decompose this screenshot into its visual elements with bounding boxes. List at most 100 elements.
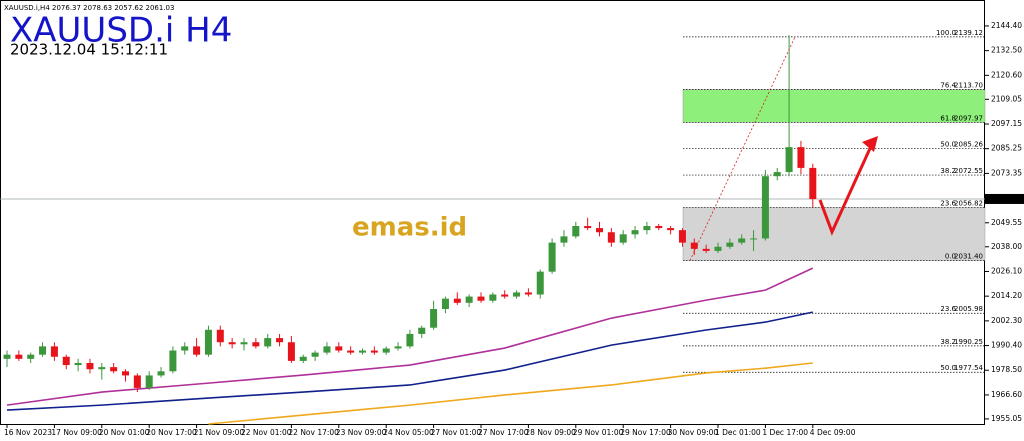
moving-average	[6, 311, 813, 411]
current-price-box	[985, 193, 1024, 204]
y-tick-label: 1978.50	[991, 365, 1022, 374]
x-tick-label: 22 Nov 17:00	[288, 428, 339, 437]
candle-body	[809, 167, 817, 200]
candle-body	[596, 228, 603, 233]
candle-body	[548, 242, 556, 272]
x-tick-label: 28 Nov 09:00	[525, 428, 576, 437]
candle-body	[418, 327, 426, 334]
y-tick-label: 2132.50	[991, 46, 1022, 55]
x-tick-label: 4 Dec 09:00	[810, 428, 856, 437]
candle-body	[619, 234, 627, 243]
candle-body	[714, 246, 722, 251]
y-tick-label: 2014.20	[991, 291, 1022, 300]
fib-ratio: 23.6	[940, 305, 956, 313]
y-tick-label: 2073.35	[991, 168, 1022, 177]
fib-price: 1990.25	[954, 338, 983, 346]
candle-body	[157, 371, 165, 376]
candle-body	[738, 238, 746, 243]
candle-body	[39, 346, 47, 355]
x-tick-label: 23 Nov 09:00	[336, 428, 387, 437]
candle-body	[228, 342, 236, 345]
y-tick-label: 2120.60	[991, 70, 1022, 79]
candle-body	[797, 147, 805, 168]
candle-body	[513, 292, 521, 297]
candle-body	[382, 348, 390, 353]
y-tick-label: 2144.40	[991, 21, 1022, 30]
arrow-head	[862, 136, 878, 152]
candle-body	[276, 338, 284, 343]
candle-body	[145, 375, 153, 388]
fib-price: 1977.54	[954, 364, 983, 372]
candle-body	[524, 292, 532, 295]
candle-body	[370, 350, 378, 353]
candle-body	[572, 226, 580, 237]
candle-body	[98, 367, 106, 370]
fib-ratio: 50.0	[940, 141, 956, 149]
candle-body	[607, 232, 615, 243]
zone	[682, 89, 986, 123]
candle-body	[702, 248, 710, 251]
y-tick-label: 2002.30	[991, 316, 1022, 325]
candle-body	[430, 309, 438, 328]
candle-body	[252, 342, 260, 347]
x-tick-label: 20 Nov 17:00	[146, 428, 197, 437]
candle-body	[761, 176, 769, 239]
fib-ratio: 61.8	[940, 114, 956, 122]
candle-body	[347, 350, 355, 353]
candle-body	[3, 354, 11, 359]
fib-price: 2031.40	[954, 252, 983, 260]
x-tick-label: 27 Nov 01:00	[431, 428, 482, 437]
candle-body	[584, 226, 592, 229]
fib-ratio: 76.4	[940, 82, 956, 90]
candle-body	[335, 346, 343, 351]
candle-body	[631, 230, 639, 235]
candle-body	[62, 356, 70, 366]
x-tick-label: 24 Nov 05:00	[383, 428, 434, 437]
fib-price: 2113.70	[954, 82, 983, 90]
candle-body	[441, 298, 449, 310]
y-tick-label: 2038.00	[991, 242, 1022, 251]
fib-ratio: 100.0	[936, 29, 956, 37]
candle-body	[216, 329, 224, 343]
candle-body	[359, 350, 366, 353]
y-tick-label: 2097.15	[991, 119, 1022, 128]
zone	[682, 207, 986, 261]
candle-body	[264, 338, 272, 347]
candle-body	[465, 296, 473, 303]
fib-price: 2085.26	[954, 141, 983, 149]
y-tick-label: 1955.05	[991, 414, 1022, 423]
candle-body	[501, 294, 509, 297]
candle-body	[169, 350, 177, 372]
candle-body	[667, 228, 675, 231]
candle-body	[655, 226, 663, 229]
fib-ratio: 38.2	[940, 338, 956, 346]
candle-body	[678, 230, 686, 243]
candle-body	[287, 342, 295, 361]
candle-body	[785, 147, 793, 173]
candle-body	[27, 354, 35, 359]
candle-body	[643, 226, 651, 231]
x-tick-label: 17 Nov 09:00	[51, 428, 102, 437]
candle-body	[240, 342, 248, 345]
candle-body	[133, 375, 141, 388]
candle-body	[204, 329, 212, 355]
candle-body	[86, 362, 94, 370]
x-tick-label: 16 Nov 2023	[4, 428, 52, 437]
candle-body	[15, 354, 23, 359]
y-tick-label: 2026.10	[991, 266, 1022, 275]
fib-ratio: 23.6	[940, 200, 956, 208]
projection-arrow	[818, 143, 874, 236]
candle-body	[110, 367, 118, 372]
candle-body	[773, 172, 781, 177]
fib-price: 2005.98	[954, 305, 983, 313]
x-tick-label: 20 Nov 01:00	[99, 428, 150, 437]
candle-body	[181, 346, 189, 351]
x-tick-label: 29 Nov 17:00	[620, 428, 671, 437]
candle-body	[193, 346, 201, 355]
candle-body	[560, 236, 568, 243]
candle-body	[299, 356, 307, 361]
fib-price: 2097.97	[954, 114, 983, 122]
x-tick-label: 22 Nov 01:00	[241, 428, 292, 437]
x-tick-label: 30 Nov 09:00	[668, 428, 719, 437]
